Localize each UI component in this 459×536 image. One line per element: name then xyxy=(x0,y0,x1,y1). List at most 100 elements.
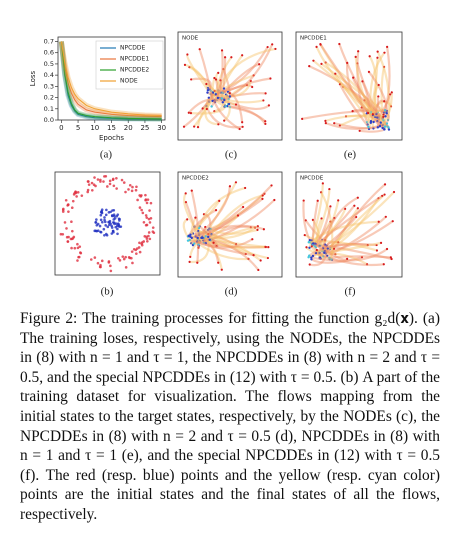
start-point xyxy=(234,181,238,184)
start-point xyxy=(315,248,318,252)
start-point xyxy=(377,95,380,98)
ring-point xyxy=(131,185,134,189)
start-point xyxy=(196,261,199,264)
end-point xyxy=(221,101,225,104)
end-point xyxy=(194,235,197,238)
legend-label: NPCDDE1 xyxy=(120,56,149,63)
start-point xyxy=(247,257,250,261)
end-point xyxy=(321,255,325,258)
ring-point xyxy=(136,198,139,202)
flow-streak xyxy=(310,256,363,264)
start-point xyxy=(308,65,311,68)
end-point xyxy=(213,99,216,102)
ring-point xyxy=(61,210,65,213)
ring-point xyxy=(135,185,138,189)
flow-streak xyxy=(189,236,210,263)
flow-streak xyxy=(209,90,241,130)
start-point xyxy=(223,56,227,59)
flow-streak xyxy=(381,46,391,119)
ring-point xyxy=(74,191,78,195)
start-point xyxy=(346,257,349,260)
end-point xyxy=(329,246,332,250)
start-point xyxy=(389,256,392,259)
y-axis-label: Loss xyxy=(29,70,37,86)
start-point xyxy=(261,194,264,197)
flow-streak xyxy=(345,62,369,112)
loss-line xyxy=(60,41,162,117)
end-point xyxy=(227,97,230,101)
end-point xyxy=(197,226,201,230)
core-point xyxy=(102,227,106,231)
end-point xyxy=(385,122,389,125)
start-point xyxy=(214,78,218,81)
ring-point xyxy=(71,236,75,240)
end-point xyxy=(318,244,321,248)
flow-streak xyxy=(308,240,378,252)
ring-point xyxy=(108,182,112,186)
start-point xyxy=(375,249,379,252)
panel-label: (a) xyxy=(100,149,113,161)
start-point xyxy=(186,218,189,221)
flow-streak xyxy=(356,62,389,128)
end-point xyxy=(310,258,313,261)
start-point xyxy=(197,246,200,249)
flow-streak xyxy=(211,77,226,107)
ring-point xyxy=(76,242,79,246)
flow-streak xyxy=(198,193,266,235)
core-point xyxy=(99,218,103,222)
start-point xyxy=(338,42,341,46)
start-point xyxy=(217,71,220,74)
start-point xyxy=(337,199,340,202)
ring-point xyxy=(118,259,122,262)
start-point xyxy=(187,111,190,114)
panel-title: NPCDDE1 xyxy=(300,36,327,42)
ring-point xyxy=(86,180,90,183)
start-point xyxy=(383,51,386,54)
ring-point xyxy=(145,201,149,205)
flow-streak xyxy=(311,200,319,245)
end-point xyxy=(191,232,195,235)
flow-streak xyxy=(205,231,269,260)
start-point xyxy=(320,62,323,66)
end-point xyxy=(385,112,388,115)
flow-streak xyxy=(196,237,200,263)
end-point xyxy=(210,233,213,236)
end-point xyxy=(227,102,231,106)
ring-point xyxy=(89,258,93,261)
start-point xyxy=(213,89,216,93)
end-point xyxy=(378,125,382,128)
ring-point xyxy=(124,190,127,194)
end-point xyxy=(387,128,391,131)
core-point xyxy=(103,220,107,224)
flow-streak xyxy=(196,238,253,249)
start-point xyxy=(204,225,207,229)
ring-point xyxy=(109,264,112,268)
start-point xyxy=(220,49,224,52)
start-point xyxy=(236,214,240,217)
start-point xyxy=(256,228,259,231)
end-point xyxy=(196,229,200,233)
core-point xyxy=(95,218,98,221)
flow-streak xyxy=(366,57,379,125)
ring-point xyxy=(130,250,134,253)
end-point xyxy=(310,239,314,242)
flow-streak xyxy=(361,80,370,115)
flow-streak xyxy=(342,85,390,131)
start-point xyxy=(355,215,358,219)
end-point xyxy=(369,120,373,123)
flow-streak xyxy=(329,197,380,251)
flow-streak xyxy=(223,103,231,122)
ring-point xyxy=(151,226,155,229)
ring-point xyxy=(100,259,104,263)
flow-streak xyxy=(314,205,356,249)
flow-streak xyxy=(203,213,212,241)
ring-point xyxy=(87,183,91,186)
flow-streak xyxy=(313,189,331,245)
flow-streak xyxy=(325,122,388,130)
panel-label: (d) xyxy=(225,286,238,298)
flow-streak xyxy=(189,235,249,261)
start-point xyxy=(267,104,271,107)
y-tick-label: 0.3 xyxy=(44,82,54,90)
flow-streak xyxy=(325,61,382,124)
start-point xyxy=(263,192,266,195)
